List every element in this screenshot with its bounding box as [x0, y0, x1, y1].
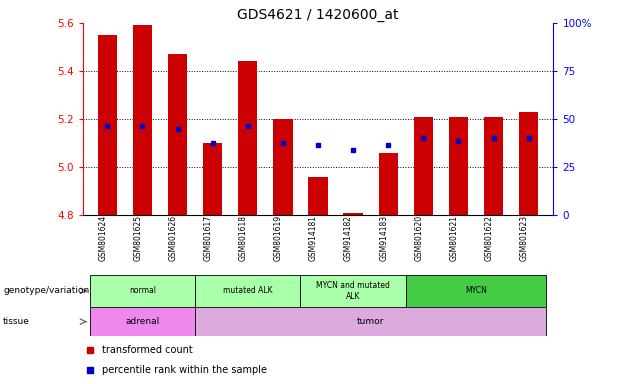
Title: GDS4621 / 1420600_at: GDS4621 / 1420600_at: [237, 8, 399, 22]
Bar: [343, 213, 363, 215]
Bar: [97, 35, 117, 215]
Text: GSM914183: GSM914183: [379, 215, 388, 261]
Bar: [133, 25, 152, 215]
Bar: [195, 307, 546, 336]
Text: GSM801625: GSM801625: [134, 215, 142, 261]
Bar: [300, 275, 406, 307]
Text: GSM801621: GSM801621: [450, 215, 459, 261]
Text: transformed count: transformed count: [102, 345, 192, 355]
Text: GSM801623: GSM801623: [520, 215, 529, 261]
Text: GSM801620: GSM801620: [415, 215, 424, 261]
Text: tumor: tumor: [357, 317, 384, 326]
Bar: [406, 275, 546, 307]
Bar: [413, 117, 433, 215]
Text: tissue: tissue: [3, 317, 30, 326]
Text: GSM801619: GSM801619: [274, 215, 283, 261]
Text: normal: normal: [129, 286, 156, 295]
Text: GSM801617: GSM801617: [204, 215, 212, 261]
Text: GSM914181: GSM914181: [309, 215, 318, 261]
Text: GSM801618: GSM801618: [238, 215, 248, 261]
Bar: [449, 117, 468, 215]
Bar: [168, 54, 187, 215]
Bar: [90, 275, 195, 307]
Text: GSM914182: GSM914182: [344, 215, 353, 261]
Bar: [203, 143, 223, 215]
Bar: [308, 177, 328, 215]
Bar: [195, 275, 300, 307]
Bar: [273, 119, 293, 215]
Bar: [238, 61, 258, 215]
Text: GSM801626: GSM801626: [169, 215, 177, 261]
Bar: [484, 117, 503, 215]
Text: MYCN: MYCN: [465, 286, 487, 295]
Text: genotype/variation: genotype/variation: [3, 286, 90, 295]
Text: mutated ALK: mutated ALK: [223, 286, 273, 295]
Text: adrenal: adrenal: [125, 317, 160, 326]
Text: GSM801624: GSM801624: [99, 215, 107, 261]
Text: GSM801622: GSM801622: [485, 215, 494, 261]
Bar: [90, 307, 195, 336]
Bar: [519, 112, 539, 215]
Text: MYCN and mutated
ALK: MYCN and mutated ALK: [316, 281, 390, 301]
Text: percentile rank within the sample: percentile rank within the sample: [102, 364, 266, 375]
Bar: [378, 152, 398, 215]
